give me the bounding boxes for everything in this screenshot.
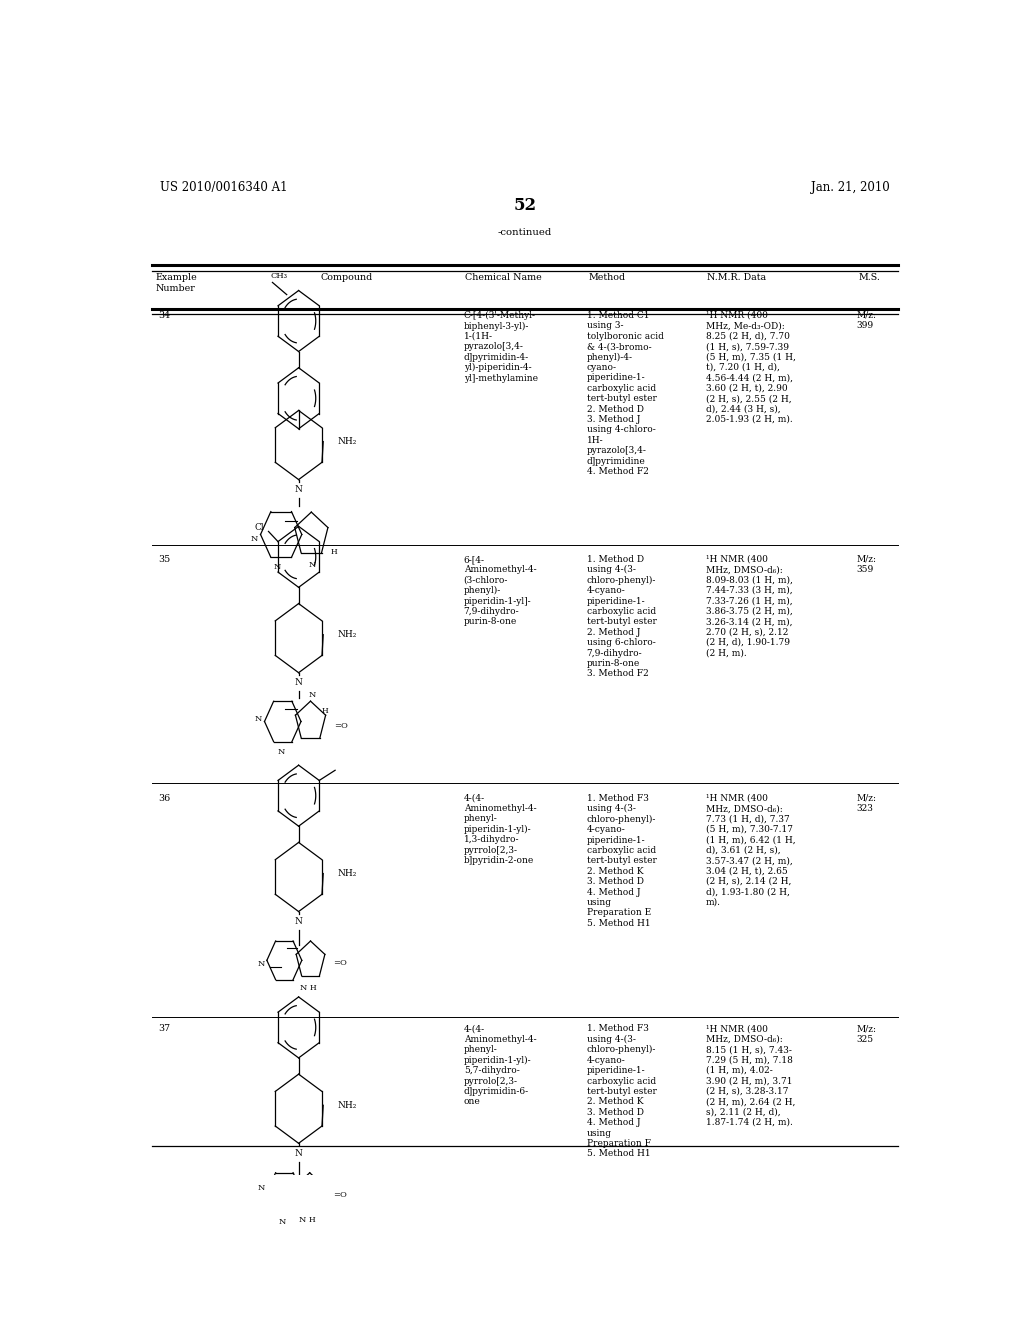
Text: Cl: Cl: [255, 523, 264, 532]
Text: N: N: [251, 535, 258, 543]
Text: M/z:
359: M/z: 359: [856, 554, 877, 574]
Text: 4-(4-
Aminomethyl-4-
phenyl-
piperidin-1-yl)-
5,7-dihydro-
pyrrolo[2,3-
d]pyrimi: 4-(4- Aminomethyl-4- phenyl- piperidin-1…: [464, 1024, 537, 1106]
Text: NH₂: NH₂: [338, 1101, 357, 1110]
Text: Method: Method: [588, 273, 626, 282]
Text: Compound: Compound: [321, 273, 373, 282]
Text: 52: 52: [513, 197, 537, 214]
Text: H: H: [330, 548, 337, 556]
Text: M.S.: M.S.: [858, 273, 880, 282]
Text: ¹H NMR (400
MHz, DMSO-d₆):
8.09-8.03 (1 H, m),
7.44-7.33 (3 H, m),
7.33-7.26 (1 : ¹H NMR (400 MHz, DMSO-d₆): 8.09-8.03 (1 …: [706, 554, 793, 657]
Text: US 2010/0016340 A1: US 2010/0016340 A1: [160, 181, 288, 194]
Text: 1. Method F3
using 4-(3-
chloro-phenyl)-
4-cyano-
piperidine-1-
carboxylic acid
: 1. Method F3 using 4-(3- chloro-phenyl)-…: [587, 1024, 656, 1159]
Text: 35: 35: [158, 554, 170, 564]
Text: Jan. 21, 2010: Jan. 21, 2010: [811, 181, 890, 194]
Text: 34: 34: [158, 312, 170, 319]
Text: NH₂: NH₂: [338, 437, 357, 446]
Text: H: H: [322, 708, 328, 715]
Text: N: N: [298, 1216, 306, 1224]
Text: M/z:
399: M/z: 399: [856, 312, 877, 330]
Text: 36: 36: [158, 793, 170, 803]
Text: N: N: [258, 961, 265, 969]
Text: NH₂: NH₂: [338, 630, 357, 639]
Text: N: N: [295, 678, 302, 688]
Text: N: N: [258, 1184, 265, 1192]
Text: =O: =O: [334, 722, 348, 730]
Text: ¹H NMR (400
MHz, DMSO-d₆):
8.15 (1 H, s), 7.43-
7.29 (5 H, m), 7.18
(1 H, m), 4.: ¹H NMR (400 MHz, DMSO-d₆): 8.15 (1 H, s)…: [706, 1024, 795, 1127]
Text: CH₃: CH₃: [270, 272, 287, 280]
Text: -continued: -continued: [498, 227, 552, 236]
Text: 37: 37: [158, 1024, 170, 1034]
Text: 6-[4-
Aminomethyl-4-
(3-chloro-
phenyl)-
piperidin-1-yl]-
7,9-dihydro-
purin-8-o: 6-[4- Aminomethyl-4- (3-chloro- phenyl)-…: [464, 554, 537, 627]
Text: M/z:
323: M/z: 323: [856, 793, 877, 813]
Text: ¹H NMR (400
MHz, DMSO-d₆):
7.73 (1 H, d), 7.37
(5 H, m), 7.30-7.17
(1 H, m), 6.4: ¹H NMR (400 MHz, DMSO-d₆): 7.73 (1 H, d)…: [706, 793, 796, 907]
Text: 1. Method C1
using 3-
tolylboronic acid
& 4-(3-bromo-
phenyl)-4-
cyano-
piperidi: 1. Method C1 using 3- tolylboronic acid …: [587, 312, 664, 477]
Text: N.M.R. Data: N.M.R. Data: [708, 273, 766, 282]
Text: N: N: [295, 1148, 302, 1158]
Text: Chemical Name: Chemical Name: [465, 273, 542, 282]
Text: N: N: [295, 486, 302, 494]
Text: Example
Number: Example Number: [156, 273, 198, 293]
Text: H: H: [309, 983, 316, 991]
Text: 1. Method D
using 4-(3-
chloro-phenyl)-
4-cyano-
piperidine-1-
carboxylic acid
t: 1. Method D using 4-(3- chloro-phenyl)- …: [587, 554, 656, 678]
Text: N: N: [295, 917, 302, 927]
Text: =O: =O: [334, 960, 347, 968]
Text: M/z:
325: M/z: 325: [856, 1024, 877, 1044]
Text: 1. Method F3
using 4-(3-
chloro-phenyl)-
4-cyano-
piperidine-1-
carboxylic acid
: 1. Method F3 using 4-(3- chloro-phenyl)-…: [587, 793, 656, 928]
Text: H: H: [309, 1216, 315, 1224]
Text: N: N: [273, 564, 281, 572]
Text: C-[4-(3'-Methyl-
biphenyl-3-yl)-
1-(1H-
pyrazolo[3,4-
d]pyrimidin-4-
yl)-piperid: C-[4-(3'-Methyl- biphenyl-3-yl)- 1-(1H- …: [464, 312, 538, 383]
Text: ¹H NMR (400
MHz, Me-d₃-OD):
8.25 (2 H, d), 7.70
(1 H, s), 7.59-7.39
(5 H, m), 7.: ¹H NMR (400 MHz, Me-d₃-OD): 8.25 (2 H, d…: [706, 312, 796, 424]
Text: NH₂: NH₂: [338, 869, 357, 878]
Text: N: N: [280, 1217, 287, 1225]
Text: N: N: [308, 692, 315, 700]
Text: N: N: [299, 983, 306, 991]
Text: 4-(4-
Aminomethyl-4-
phenyl-
piperidin-1-yl)-
1,3-dihydro-
pyrrolo[2,3-
b]pyridi: 4-(4- Aminomethyl-4- phenyl- piperidin-1…: [464, 793, 537, 865]
Text: N: N: [308, 561, 315, 569]
Text: N: N: [254, 715, 262, 723]
Text: =O: =O: [333, 1191, 346, 1199]
Text: N: N: [278, 748, 285, 756]
